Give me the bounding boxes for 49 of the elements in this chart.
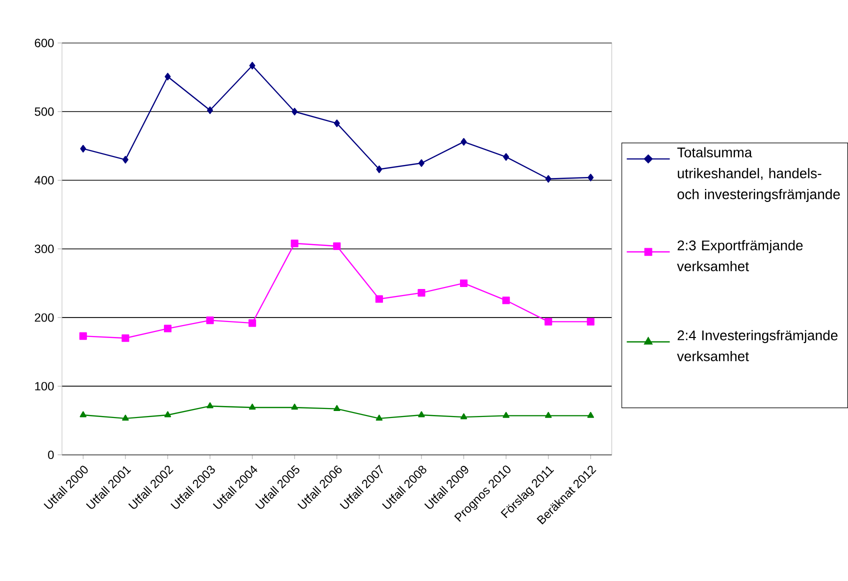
- point: [80, 145, 86, 153]
- y-tick-label: 200: [34, 313, 54, 322]
- legend-label: 2:4 Investeringsfrämjande verksamhet: [677, 330, 838, 362]
- point: [334, 120, 340, 128]
- y-tick-label: 600: [34, 38, 54, 48]
- y-tick-label: 100: [35, 382, 54, 391]
- point: [587, 412, 594, 418]
- point: [164, 72, 171, 81]
- point: [460, 413, 468, 420]
- point: [122, 156, 128, 164]
- point: [418, 289, 426, 297]
- point: [248, 319, 256, 327]
- point: [544, 412, 552, 418]
- point: [544, 318, 552, 326]
- point: [418, 159, 424, 167]
- point: [376, 414, 383, 421]
- y-tick-label: 400: [34, 176, 54, 185]
- point: [586, 318, 594, 326]
- point: [503, 153, 510, 161]
- point: [418, 411, 425, 418]
- point: [80, 411, 86, 418]
- point: [460, 280, 468, 288]
- y-tick-label: 500: [34, 108, 54, 116]
- point: [79, 332, 87, 340]
- point: [545, 175, 552, 183]
- point: [333, 242, 341, 250]
- legend-label: Totalsumma utrikeshandel, handels- och investeringsfrämjande: [677, 147, 840, 202]
- point: [207, 106, 213, 114]
- point: [334, 405, 340, 412]
- point: [376, 166, 382, 174]
- point: [249, 62, 256, 70]
- point: [122, 334, 130, 342]
- point: [502, 412, 510, 418]
- point: [291, 404, 298, 410]
- point: [164, 411, 172, 418]
- point: [290, 240, 298, 248]
- point: [206, 402, 214, 408]
- point: [206, 316, 214, 324]
- y-tick-label: 0: [48, 450, 54, 460]
- point: [502, 296, 510, 304]
- point: [460, 138, 467, 146]
- legend-label: 2:3 Exportfrämjande verksamhet: [677, 240, 803, 272]
- point: [292, 108, 298, 116]
- point: [164, 324, 172, 332]
- point: [588, 174, 594, 182]
- point: [375, 295, 383, 303]
- y-tick-label: 300: [34, 244, 54, 254]
- point: [122, 414, 129, 421]
- point: [248, 404, 256, 410]
